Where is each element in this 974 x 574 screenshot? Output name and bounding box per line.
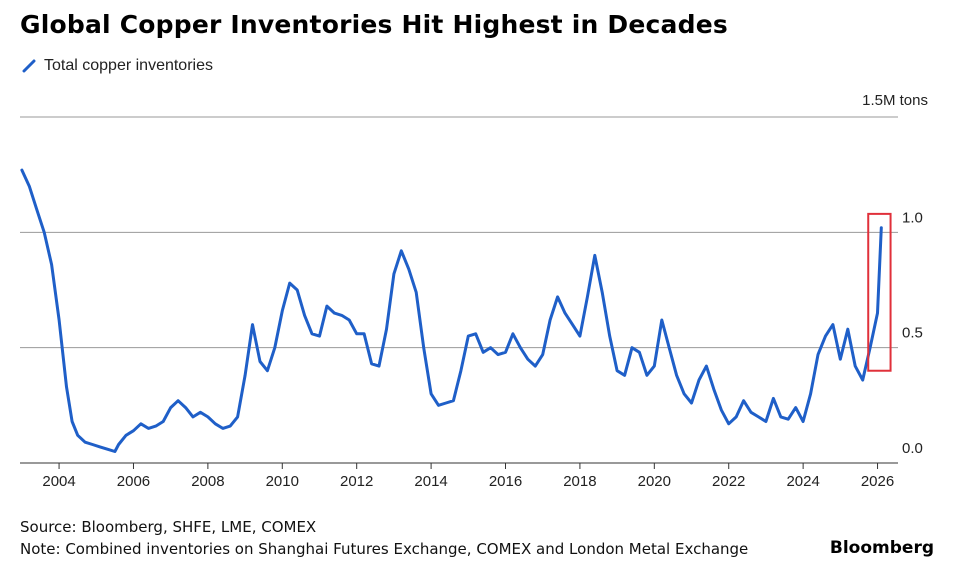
chart-title: Global Copper Inventories Hit Highest in…: [20, 10, 728, 39]
x-tick-label: 2024: [786, 473, 819, 490]
y-tick-label: 0.5: [902, 325, 923, 342]
x-tick-label: 2004: [42, 473, 75, 490]
grid-layer: [20, 116, 898, 349]
x-tick-label: 2018: [563, 473, 596, 490]
bloomberg-logo: Bloomberg: [829, 538, 934, 558]
series-layer: [20, 168, 883, 453]
legend: Total copper inventories: [22, 57, 213, 75]
y-unit-label: 1.5M tons: [862, 92, 928, 109]
x-axis: 2004 2006 2008 2010 2012 2014 2016 2018 2020 2022…: [20, 462, 898, 490]
y-axis-labels: 0.0 0.5 1.0 1.5M tons: [862, 92, 928, 457]
x-tick-label: 2014: [414, 473, 447, 490]
x-tick-label: 2022: [712, 473, 745, 490]
highlight-layer: [867, 212, 892, 372]
x-tick-label: 2010: [266, 473, 299, 490]
highlight-box: [867, 212, 892, 372]
legend-label: Total copper inventories: [44, 57, 213, 74]
x-tick-label: 2020: [638, 473, 671, 490]
legend-line-icon: [22, 59, 36, 73]
x-tick-label: 2016: [489, 473, 522, 490]
series-line: [20, 168, 883, 453]
x-tick-label: 2012: [340, 473, 373, 490]
footnote: Note: Combined inventories on Shanghai F…: [20, 540, 749, 558]
x-tick-label: 2026: [861, 473, 894, 490]
x-tick-label: 2008: [191, 473, 224, 490]
y-tick-label: 1.0: [902, 209, 923, 226]
source-note: Source: Bloomberg, SHFE, LME, COMEX: [20, 518, 317, 536]
y-tick-label: 0.0: [902, 440, 923, 457]
x-tick-label: 2006: [117, 473, 150, 490]
